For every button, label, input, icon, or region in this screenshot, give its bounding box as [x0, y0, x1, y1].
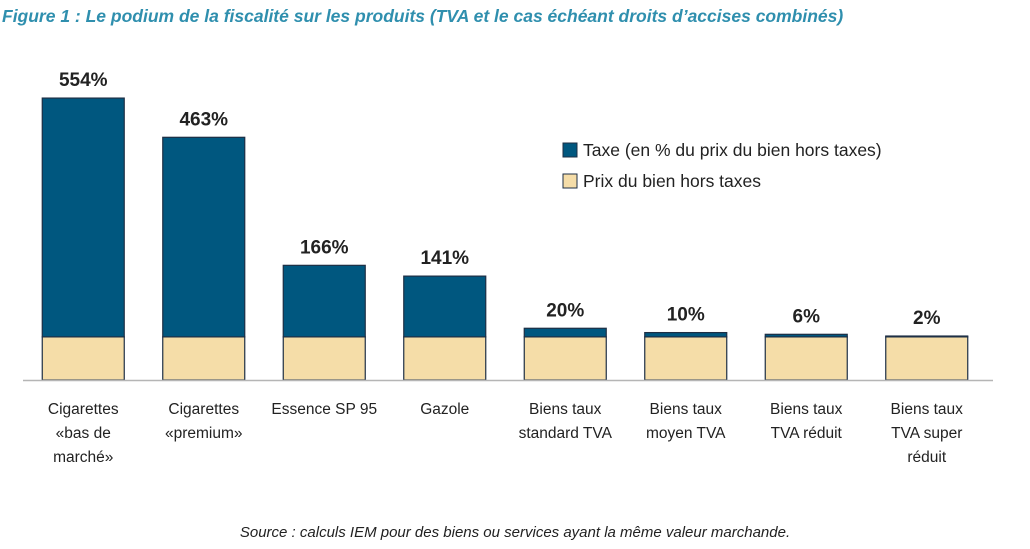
category-label-2-line-1: Cigarettes	[168, 401, 239, 418]
bar-price-1	[41, 336, 125, 381]
bar-price-6	[644, 336, 728, 381]
figure-title: Figure 1 : Le podium de la fiscalité sur…	[2, 6, 844, 26]
data-label-1: 554%	[59, 70, 108, 91]
legend-label-price: Prix du bien hors taxes	[583, 171, 761, 191]
category-label-8-line-2: TVA super	[891, 425, 962, 442]
category-label-1-line-1: Cigarettes	[48, 401, 119, 418]
source-note: Source : calculs IEM pour des biens ou s…	[239, 524, 791, 541]
bar-price-5	[523, 336, 607, 381]
bar-price-2	[162, 336, 246, 381]
data-label-7: 6%	[793, 306, 821, 327]
stacked-bar-chart: 554% Cigarettes «bas de marché» 463% Cigarett…	[23, 70, 993, 466]
category-label-8-line-3: réduit	[907, 449, 946, 466]
bar-tax-1	[41, 97, 125, 338]
legend-label-tax: Taxe (en % du prix du bien hors taxes)	[583, 140, 882, 160]
bar-tax-4	[403, 275, 487, 338]
bar-tax-6	[644, 331, 728, 338]
category-label-3-line-1: Essence SP 95	[271, 401, 377, 418]
data-label-6: 10%	[667, 305, 705, 326]
category-label-5-line-1: Biens taux	[529, 401, 602, 418]
category-label-1-line-3: marché»	[53, 449, 113, 466]
bar-tax-8	[885, 335, 969, 338]
category-label-4-line-1: Gazole	[420, 401, 469, 418]
legend-swatch-price	[562, 173, 578, 189]
data-label-2: 463%	[179, 109, 228, 130]
data-label-4: 141%	[420, 248, 469, 269]
data-label-3: 166%	[300, 237, 349, 258]
legend: Taxe (en % du prix du bien hors taxes) Pr…	[562, 140, 882, 191]
bar-price-3	[282, 336, 366, 381]
category-label-2-line-2: «premium»	[165, 425, 243, 442]
bar-price-8	[885, 336, 969, 381]
bar-tax-2	[162, 136, 246, 338]
data-label-5: 20%	[546, 300, 584, 321]
bar-tax-5	[523, 327, 607, 338]
bar-tax-7	[764, 333, 848, 338]
category-label-7-line-1: Biens taux	[770, 401, 843, 418]
category-label-8-line-1: Biens taux	[891, 401, 964, 418]
category-label-7-line-2: TVA réduit	[771, 425, 843, 442]
data-label-8: 2%	[913, 308, 941, 329]
category-label-6-line-2: moyen TVA	[646, 425, 726, 442]
labels-group: 554% Cigarettes «bas de marché» 463% Cigarett…	[48, 70, 963, 466]
category-label-5-line-2: standard TVA	[519, 425, 613, 442]
bars-group	[41, 97, 969, 381]
category-label-6-line-1: Biens taux	[650, 401, 723, 418]
bar-price-7	[764, 336, 848, 381]
legend-swatch-tax	[562, 142, 578, 158]
bar-price-4	[403, 336, 487, 381]
bar-tax-3	[282, 264, 366, 338]
category-label-1-line-2: «bas de	[56, 425, 111, 442]
